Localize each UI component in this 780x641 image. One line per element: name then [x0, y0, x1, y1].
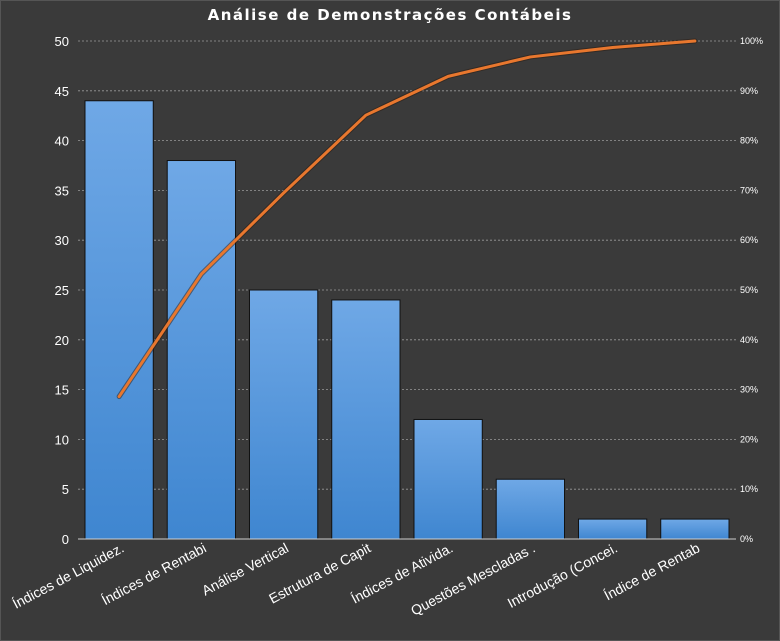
y-tick-label: 25 — [55, 283, 69, 298]
y-tick-label: 35 — [55, 183, 69, 198]
y-tick-label: 0 — [62, 532, 69, 547]
y2-tick-label: 70% — [740, 185, 758, 195]
bars — [84, 100, 730, 540]
bar — [495, 478, 566, 540]
y2-tick-label: 0% — [740, 534, 753, 544]
category-labels: Índices de Liquidez.Índices de RentabiAn… — [10, 539, 703, 618]
y-tick-label: 50 — [55, 34, 69, 49]
left-axis: 0 5 10 15 20 25 30 35 40 45 50 — [55, 34, 736, 547]
chart-title: Análise de Demonstrações Contábeis — [207, 6, 573, 24]
bar — [84, 100, 154, 540]
y-tick-label: 30 — [55, 233, 69, 248]
bar — [248, 289, 319, 540]
y2-tick-label: 100% — [740, 36, 763, 46]
bar — [577, 518, 648, 540]
y2-tick-label: 90% — [740, 86, 758, 96]
y2-tick-label: 60% — [740, 235, 758, 245]
bar — [660, 518, 730, 540]
y-tick-label: 45 — [55, 84, 69, 99]
right-axis: 0% 10% 20% 30% 40% 50% 60% 70% 80% 90% 100% — [740, 36, 763, 544]
bar — [166, 160, 237, 540]
y2-tick-label: 10% — [740, 484, 758, 494]
y-tick-label: 20 — [55, 333, 69, 348]
y-tick-label: 15 — [55, 383, 69, 398]
bar — [413, 418, 483, 540]
y2-tick-label: 30% — [740, 385, 758, 395]
cumulative-line — [116, 38, 698, 400]
cumulative-line-path — [117, 39, 697, 399]
y2-tick-label: 40% — [740, 335, 758, 345]
y-tick-label: 40 — [55, 134, 69, 149]
y2-tick-label: 80% — [740, 136, 758, 146]
y2-tick-label: 50% — [740, 285, 758, 295]
bar — [331, 299, 401, 540]
y2-tick-label: 20% — [740, 434, 758, 444]
y-tick-label: 5 — [62, 482, 69, 497]
y-tick-label: 10 — [55, 432, 69, 447]
